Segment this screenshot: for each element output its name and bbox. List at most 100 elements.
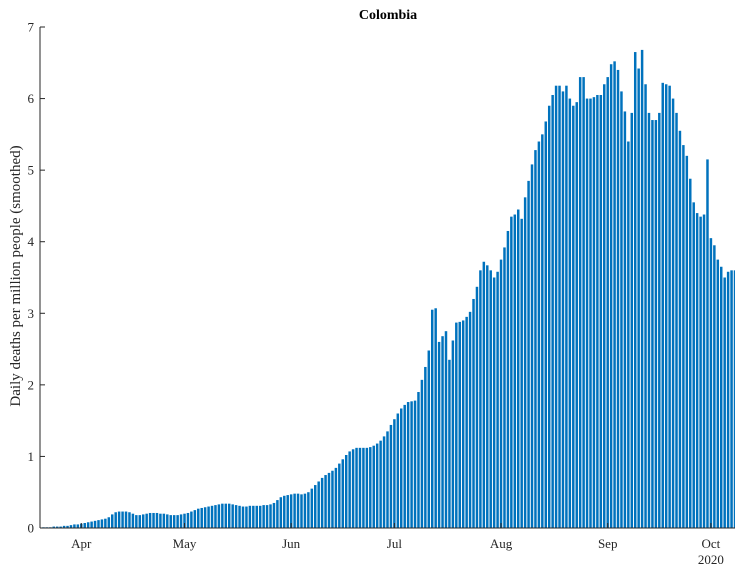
bar	[606, 77, 609, 528]
bar	[369, 447, 372, 528]
bar	[589, 98, 592, 528]
bar	[713, 245, 716, 529]
bar	[689, 178, 692, 529]
bar	[503, 247, 506, 528]
bar	[561, 91, 565, 528]
bar	[544, 121, 548, 528]
bar	[733, 270, 735, 528]
bar	[517, 209, 520, 528]
bar	[131, 513, 135, 528]
bar	[210, 505, 214, 528]
bar	[506, 230, 510, 529]
bar	[437, 341, 441, 528]
bar	[128, 512, 131, 528]
bar	[413, 400, 417, 528]
bar	[62, 525, 66, 528]
bar	[265, 505, 269, 528]
bar	[190, 511, 193, 528]
bar	[572, 105, 575, 528]
bar	[279, 497, 283, 528]
bar	[451, 340, 455, 528]
bar	[114, 512, 117, 528]
y-tick-label: 1	[28, 449, 35, 464]
bar	[66, 525, 69, 528]
bar	[716, 259, 720, 528]
bar	[706, 159, 709, 528]
bar	[107, 517, 111, 528]
bar	[420, 379, 424, 528]
bar	[248, 505, 252, 528]
bar	[382, 436, 386, 528]
bar	[472, 298, 475, 528]
bar	[155, 512, 159, 528]
bar	[726, 271, 730, 528]
bar	[227, 503, 231, 528]
bar	[111, 514, 114, 528]
bar	[699, 216, 702, 528]
bar	[300, 494, 303, 528]
bar	[100, 519, 104, 528]
bar	[496, 271, 499, 528]
bar	[334, 467, 338, 528]
bar	[135, 515, 138, 528]
chart-title: Colombia	[359, 8, 417, 23]
bar	[720, 266, 723, 528]
x-tick-label: Aug	[490, 536, 513, 551]
bar	[372, 445, 375, 528]
bar	[444, 331, 448, 528]
y-tick-label: 3	[28, 306, 35, 321]
bar	[179, 514, 183, 528]
bar	[245, 506, 248, 528]
bar	[355, 447, 358, 528]
bar	[647, 112, 651, 528]
bar	[668, 85, 671, 528]
bar	[289, 494, 293, 528]
bar	[138, 515, 142, 528]
bar	[534, 150, 537, 528]
bar	[286, 495, 289, 528]
bar	[613, 61, 616, 528]
bars-group	[42, 49, 735, 529]
bar	[324, 475, 327, 528]
bar	[162, 513, 166, 528]
bar	[403, 404, 406, 528]
bar	[578, 77, 582, 528]
bar	[386, 431, 389, 528]
y-tick-label: 2	[28, 377, 35, 392]
bar	[417, 392, 420, 528]
bar	[176, 515, 179, 528]
bar	[678, 130, 682, 528]
y-tick-label: 7	[28, 20, 35, 35]
bar	[492, 277, 496, 528]
bar	[200, 507, 203, 528]
bar	[375, 443, 379, 528]
bar	[644, 84, 647, 528]
bar	[455, 322, 458, 528]
bar	[238, 505, 241, 528]
bar	[214, 505, 217, 528]
bar	[231, 504, 234, 528]
bar	[55, 526, 59, 528]
x-tick-label: May	[173, 536, 197, 551]
bar	[651, 120, 654, 528]
bar	[303, 493, 307, 528]
bar	[166, 514, 169, 528]
bar	[93, 520, 97, 528]
bar	[207, 506, 210, 528]
bar	[675, 112, 678, 528]
bar	[585, 98, 589, 528]
x-tick-label: Apr	[71, 536, 92, 551]
bar	[441, 336, 444, 528]
bar	[630, 112, 634, 528]
bar	[348, 451, 351, 528]
bar	[379, 440, 382, 528]
x-tick-label: Jul	[387, 536, 403, 551]
bar	[86, 522, 90, 528]
bar	[479, 270, 482, 528]
bar	[685, 155, 689, 528]
bar	[141, 514, 145, 528]
bar	[327, 472, 331, 528]
bar	[121, 511, 124, 528]
bar	[520, 218, 523, 528]
bar	[283, 495, 286, 528]
